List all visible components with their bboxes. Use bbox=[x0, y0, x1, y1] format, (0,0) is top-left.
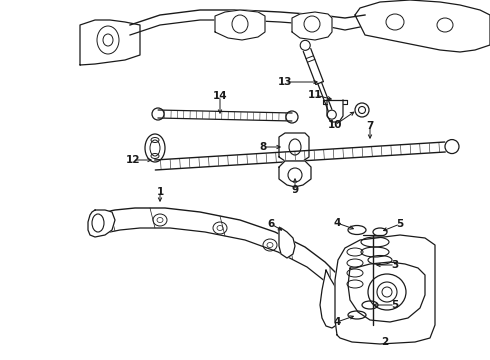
Text: 3: 3 bbox=[392, 260, 399, 270]
Polygon shape bbox=[292, 12, 332, 40]
Text: 9: 9 bbox=[292, 185, 298, 195]
Polygon shape bbox=[348, 262, 425, 322]
Text: 13: 13 bbox=[278, 77, 292, 87]
Polygon shape bbox=[80, 20, 140, 65]
Text: 7: 7 bbox=[367, 121, 374, 131]
Polygon shape bbox=[279, 228, 295, 258]
Polygon shape bbox=[320, 270, 342, 328]
Text: 4: 4 bbox=[333, 218, 341, 228]
Polygon shape bbox=[279, 161, 311, 187]
Polygon shape bbox=[335, 235, 435, 344]
Text: 6: 6 bbox=[268, 219, 274, 229]
Polygon shape bbox=[279, 133, 309, 161]
Polygon shape bbox=[88, 210, 115, 237]
Polygon shape bbox=[215, 10, 265, 40]
Text: 8: 8 bbox=[259, 142, 267, 152]
Text: 1: 1 bbox=[156, 187, 164, 197]
Text: 4: 4 bbox=[333, 317, 341, 327]
Text: 10: 10 bbox=[328, 120, 342, 130]
Text: 11: 11 bbox=[308, 90, 322, 100]
Text: 2: 2 bbox=[381, 337, 389, 347]
Text: 12: 12 bbox=[126, 155, 140, 165]
Text: 5: 5 bbox=[396, 219, 404, 229]
Polygon shape bbox=[355, 0, 490, 52]
Text: 14: 14 bbox=[213, 91, 227, 101]
Text: 5: 5 bbox=[392, 300, 399, 310]
